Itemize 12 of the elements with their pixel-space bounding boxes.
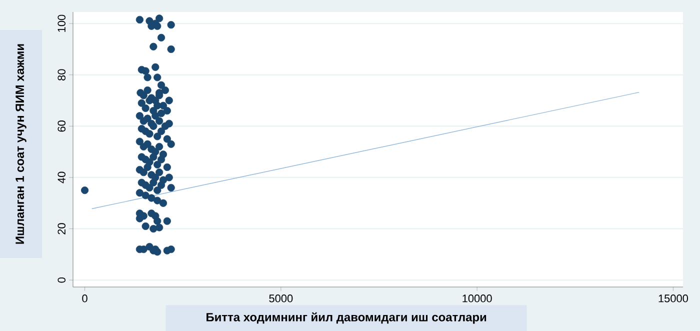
y-tick-label: 100 bbox=[58, 14, 66, 32]
x-axis-title: Битта ходимнинг йил давомидаги иш соатлари bbox=[206, 312, 486, 324]
y-tick-label: 60 bbox=[58, 120, 66, 132]
y-tick-label: 80 bbox=[58, 69, 66, 80]
x-tick-label: 15000 bbox=[658, 294, 688, 302]
x-tick-label: 0 bbox=[82, 294, 88, 302]
y-tick-label: 0 bbox=[58, 277, 66, 283]
x-tick-label: 10000 bbox=[462, 294, 492, 302]
y-tick-label: 40 bbox=[58, 172, 66, 184]
y-tick-label: 20 bbox=[58, 223, 66, 234]
x-tick-label: 5000 bbox=[269, 294, 293, 302]
y-axis-title: Ишланган 1 соат учун ЯИМ хажми bbox=[16, 44, 26, 244]
